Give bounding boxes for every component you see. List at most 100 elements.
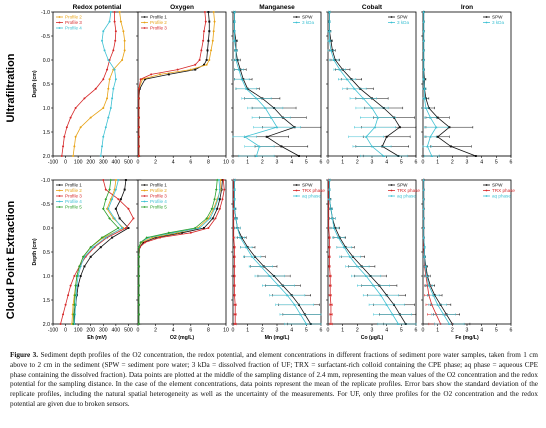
data-point: [72, 155, 75, 157]
data-point: [328, 178, 331, 181]
data-point: [114, 179, 117, 181]
panel-0: Redox potential -100 0 100 200 300 400 500 -1.0 -…: [32, 4, 142, 166]
x-tick-label: 100: [74, 160, 83, 166]
data-point: [422, 217, 425, 220]
x-tick-label: 3: [466, 160, 469, 166]
x-axis-label: Fe (mg/L): [455, 335, 479, 341]
data-point: [432, 293, 435, 297]
data-point: [211, 39, 214, 42]
legend-label: SPW: [302, 15, 313, 20]
data-point: [74, 284, 77, 287]
data-point: [114, 188, 117, 191]
data-point: [144, 78, 147, 81]
legend-marker: [143, 184, 146, 186]
data-point: [430, 154, 433, 157]
data-point: [137, 265, 141, 268]
x-tick-label: 0: [232, 328, 235, 334]
data-point: [69, 116, 72, 119]
data-point: [212, 30, 215, 33]
data-point: [233, 188, 236, 191]
data-point: [429, 135, 432, 138]
data-point: [331, 217, 334, 220]
data-point: [73, 275, 76, 277]
legend-label: Profile 3: [150, 26, 167, 31]
data-point: [108, 20, 111, 23]
data-point: [101, 145, 104, 148]
data-point: [111, 97, 114, 100]
legend-marker: [58, 195, 61, 197]
data-point: [113, 11, 116, 13]
data-point: [72, 313, 76, 316]
data-point: [233, 20, 236, 23]
data-point: [275, 125, 279, 129]
data-point: [206, 49, 209, 52]
x-tick-label: 6: [415, 328, 418, 334]
legend-label: TRX phase: [302, 188, 325, 193]
data-point: [265, 135, 268, 138]
data-point: [216, 207, 219, 210]
series-profile-3: [60, 11, 117, 157]
data-point: [200, 49, 203, 52]
plot-frame: [327, 179, 417, 325]
data-point: [104, 197, 108, 201]
x-tick-label: 6: [510, 160, 513, 166]
data-point: [205, 63, 208, 66]
series-profile-3: [59, 179, 135, 325]
data-point: [189, 68, 192, 71]
data-point: [101, 39, 104, 42]
data-point: [332, 226, 336, 229]
data-point: [137, 135, 140, 138]
data-point: [104, 188, 107, 191]
plot-frame: [232, 11, 322, 157]
data-point: [342, 245, 346, 249]
x-tick-label: 1: [341, 328, 344, 334]
x-tick-label: 3: [276, 328, 279, 334]
x-axis-label: Eh (mV): [87, 335, 107, 341]
x-tick-label: 2: [356, 328, 359, 334]
legend-label: Profile 4: [150, 199, 167, 204]
data-point: [423, 255, 426, 258]
legend-marker: [295, 184, 298, 186]
data-point: [234, 58, 238, 61]
series-line: [61, 12, 117, 157]
caption-text: Sediment depth profiles of the O2 concen…: [10, 351, 539, 408]
data-point: [203, 227, 205, 229]
data-point: [62, 145, 65, 148]
x-tick-label: 0: [422, 328, 425, 334]
data-point: [234, 323, 237, 325]
data-point: [328, 39, 331, 42]
data-point: [124, 227, 127, 229]
data-point: [132, 217, 135, 220]
data-point: [104, 236, 107, 239]
data-point: [328, 236, 331, 239]
legend-label: Profile 3: [150, 194, 167, 199]
data-point: [422, 197, 425, 201]
x-tick-label: 10: [223, 160, 229, 166]
data-point: [233, 284, 236, 287]
data-point: [102, 179, 105, 181]
data-point: [117, 198, 120, 201]
data-point: [422, 20, 425, 23]
data-point: [379, 293, 382, 297]
data-point: [107, 87, 110, 90]
x-tick-label: 10: [223, 328, 229, 334]
data-point: [305, 322, 308, 325]
data-point: [94, 87, 97, 90]
series-profile-5: [137, 178, 219, 326]
data-point: [89, 116, 92, 119]
data-point: [442, 313, 445, 316]
data-point: [214, 217, 217, 220]
data-point: [99, 246, 102, 249]
y-axis-label: Depth (cm): [32, 70, 38, 97]
legend-label: Profile 5: [65, 205, 82, 210]
x-tick-label: 4: [385, 160, 388, 166]
x-axis-label: O2 (mg/L): [170, 335, 194, 341]
x-tick-label: 500: [124, 160, 133, 166]
data-point: [435, 125, 438, 129]
data-point: [345, 77, 349, 81]
data-point: [280, 145, 283, 148]
